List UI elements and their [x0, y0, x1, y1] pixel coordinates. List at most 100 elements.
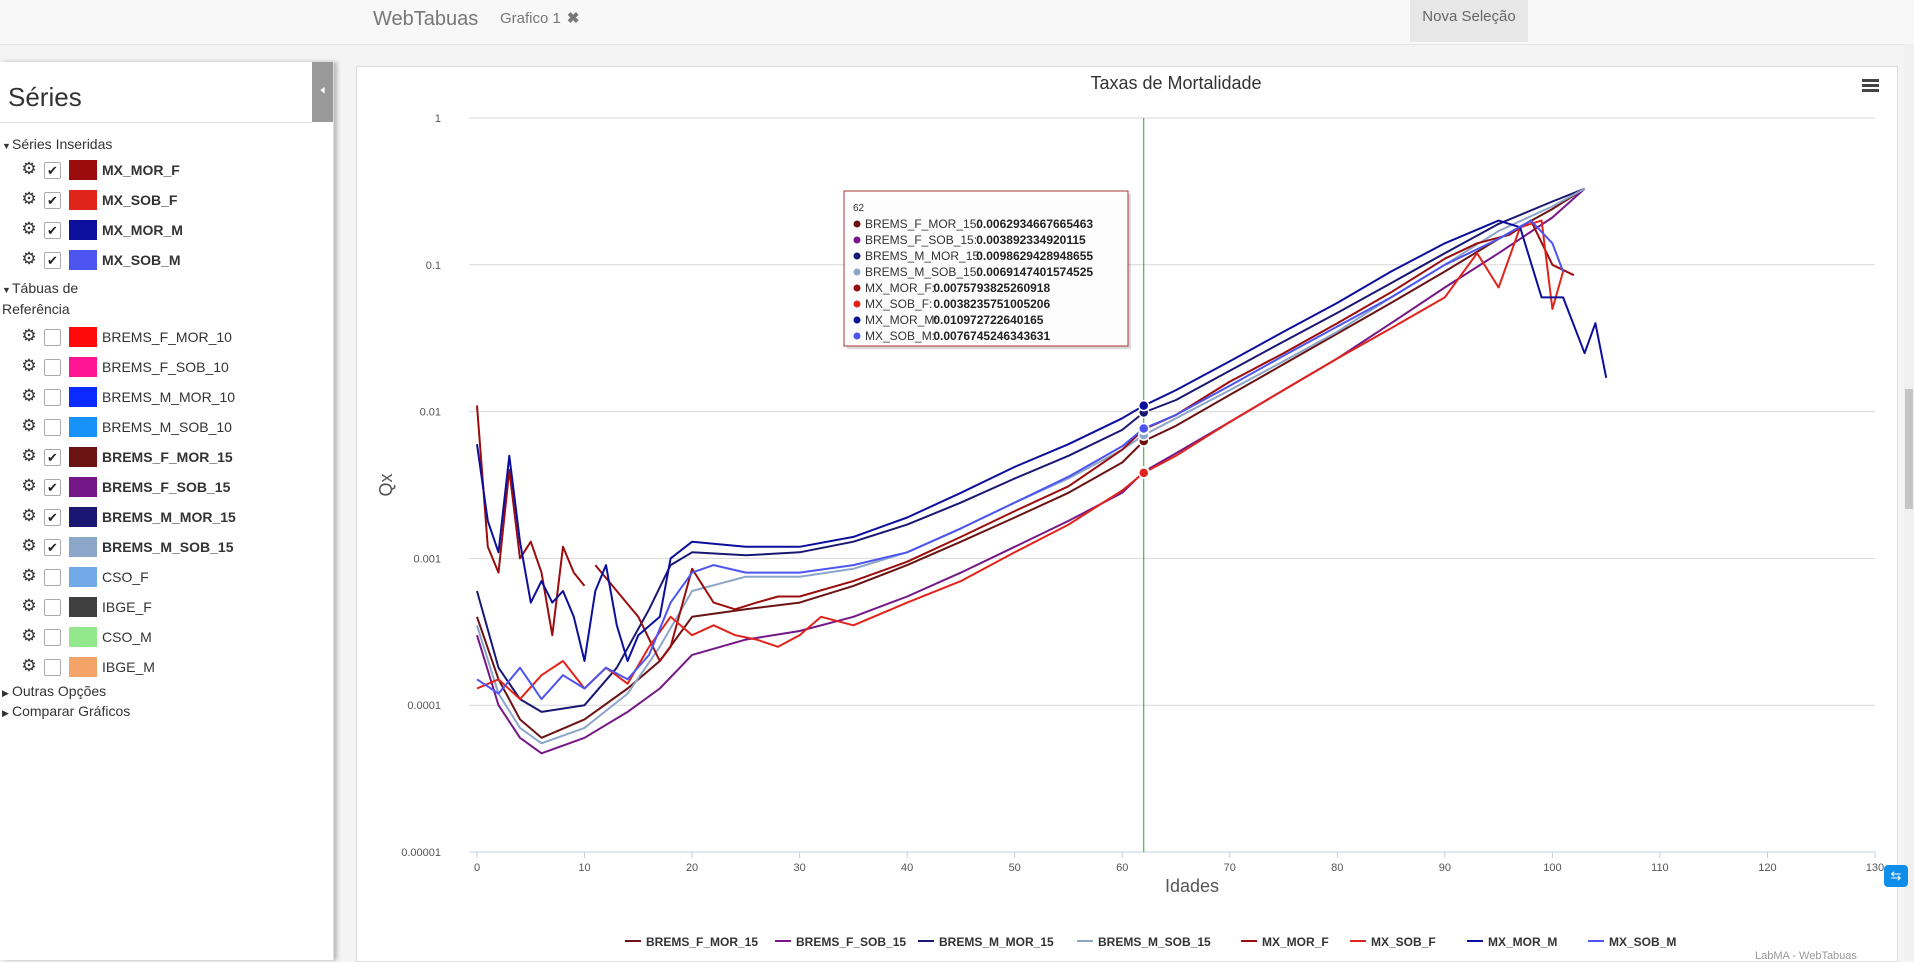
series-checkbox[interactable]: [44, 419, 61, 436]
color-swatch[interactable]: [69, 597, 97, 617]
series-row[interactable]: ⚙ IBGE_M: [20, 656, 310, 680]
collapse-sidebar-button[interactable]: 🢐: [312, 62, 333, 122]
series-checkbox[interactable]: ✔: [44, 449, 61, 466]
scrollbar-thumb[interactable]: [1905, 389, 1913, 509]
legend-item: MX_MOR_M: [1488, 935, 1557, 949]
series-label[interactable]: CSO_M: [102, 629, 152, 645]
color-swatch[interactable]: [69, 250, 97, 270]
series-row[interactable]: ⚙ BREMS_M_SOB_10: [20, 416, 310, 440]
color-swatch[interactable]: [69, 507, 97, 527]
new-selection-button[interactable]: Nova Seleção: [1410, 0, 1528, 42]
series-row[interactable]: ⚙ ✔ MX_MOR_F: [20, 159, 310, 183]
series-label[interactable]: MX_MOR_F: [102, 162, 180, 178]
series-checkbox[interactable]: [44, 329, 61, 346]
series-label[interactable]: MX_MOR_M: [102, 222, 183, 238]
tooltip-series-value: 0.0075793825260918: [933, 281, 1050, 295]
color-swatch[interactable]: [69, 657, 97, 677]
series-row[interactable]: ⚙ ✔ BREMS_M_SOB_15: [20, 536, 310, 560]
color-swatch[interactable]: [69, 537, 97, 557]
series-checkbox[interactable]: ✔: [44, 252, 61, 269]
group-outras-opcoes[interactable]: ▶ Outras Opções: [2, 682, 106, 703]
tooltip-box: [843, 190, 1129, 347]
chart-menu-icon[interactable]: [1862, 77, 1882, 97]
group-tabuas-referencia[interactable]: ▼Tábuas de Referência: [2, 279, 78, 319]
series-checkbox[interactable]: [44, 659, 61, 676]
color-swatch[interactable]: [69, 447, 97, 467]
series-label[interactable]: BREMS_F_SOB_15: [102, 479, 231, 495]
series-label[interactable]: IBGE_F: [102, 599, 152, 615]
series-row[interactable]: ⚙ BREMS_M_MOR_10: [20, 386, 310, 410]
gear-icon[interactable]: ⚙: [21, 326, 37, 345]
series-checkbox[interactable]: [44, 359, 61, 376]
series-label[interactable]: BREMS_F_MOR_15: [102, 449, 233, 465]
series-row[interactable]: ⚙ ✔ BREMS_M_MOR_15: [20, 506, 310, 530]
series-checkbox[interactable]: [44, 389, 61, 406]
series-checkbox[interactable]: ✔: [44, 479, 61, 496]
group-series-inseridas[interactable]: ▼Séries Inseridas: [2, 135, 112, 156]
series-checkbox[interactable]: [44, 629, 61, 646]
group-comparar-graficos[interactable]: ▶ Comparar Gráficos: [2, 702, 130, 723]
gear-icon[interactable]: ⚙: [21, 159, 37, 178]
series-checkbox[interactable]: [44, 599, 61, 616]
series-row[interactable]: ⚙ BREMS_F_MOR_10: [20, 326, 310, 350]
tab-grafico-1[interactable]: Grafico 1 ✖: [500, 9, 579, 27]
remote-support-icon[interactable]: ⇆: [1884, 865, 1908, 887]
tab-label[interactable]: Grafico 1: [500, 10, 561, 27]
gear-icon[interactable]: ⚙: [21, 356, 37, 375]
color-swatch[interactable]: [69, 387, 97, 407]
gear-icon[interactable]: ⚙: [21, 416, 37, 435]
series-row[interactable]: ⚙ ✔ MX_SOB_M: [20, 249, 310, 273]
close-icon[interactable]: ✖: [566, 10, 580, 27]
color-swatch[interactable]: [69, 190, 97, 210]
tooltip-header: 62: [853, 203, 865, 214]
color-swatch[interactable]: [69, 357, 97, 377]
y-tick-label: 0.1: [426, 260, 441, 272]
gear-icon[interactable]: ⚙: [21, 506, 37, 525]
gear-icon[interactable]: ⚙: [21, 656, 37, 675]
series-checkbox[interactable]: ✔: [44, 162, 61, 179]
color-swatch[interactable]: [69, 220, 97, 240]
series-checkbox[interactable]: ✔: [44, 539, 61, 556]
series-label[interactable]: BREMS_F_MOR_10: [102, 329, 232, 345]
tooltip-series-value: 0.003892334920115: [976, 233, 1086, 247]
gear-icon[interactable]: ⚙: [21, 536, 37, 555]
gear-icon[interactable]: ⚙: [21, 596, 37, 615]
series-label[interactable]: BREMS_F_SOB_10: [102, 359, 229, 375]
color-swatch[interactable]: [69, 567, 97, 587]
series-row[interactable]: ⚙ ✔ MX_SOB_F: [20, 189, 310, 213]
gear-icon[interactable]: ⚙: [21, 476, 37, 495]
series-label[interactable]: BREMS_M_MOR_15: [102, 509, 236, 525]
series-row[interactable]: ⚙ CSO_F: [20, 566, 310, 590]
series-row[interactable]: ⚙ ✔ BREMS_F_SOB_15: [20, 476, 310, 500]
series-row[interactable]: ⚙ IBGE_F: [20, 596, 310, 620]
series-checkbox[interactable]: ✔: [44, 222, 61, 239]
series-row[interactable]: ⚙ BREMS_F_SOB_10: [20, 356, 310, 380]
series-label[interactable]: IBGE_M: [102, 659, 155, 675]
gear-icon[interactable]: ⚙: [21, 386, 37, 405]
series-row[interactable]: ⚙ ✔ MX_MOR_M: [20, 219, 310, 243]
gear-icon[interactable]: ⚙: [21, 626, 37, 645]
color-swatch[interactable]: [69, 627, 97, 647]
gear-icon[interactable]: ⚙: [21, 219, 37, 238]
series-label[interactable]: MX_SOB_M: [102, 252, 181, 268]
color-swatch[interactable]: [69, 417, 97, 437]
series-row[interactable]: ⚙ CSO_M: [20, 626, 310, 650]
app-brand[interactable]: WebTabuas: [373, 8, 479, 30]
gear-icon[interactable]: ⚙: [21, 566, 37, 585]
series-row[interactable]: ⚙ ✔ BREMS_F_MOR_15: [20, 446, 310, 470]
series-label[interactable]: BREMS_M_SOB_10: [102, 419, 232, 435]
series-checkbox[interactable]: ✔: [44, 192, 61, 209]
page-scrollbar[interactable]: [1904, 44, 1914, 960]
gear-icon[interactable]: ⚙: [21, 446, 37, 465]
series-label[interactable]: MX_SOB_F: [102, 192, 178, 208]
color-swatch[interactable]: [69, 160, 97, 180]
series-checkbox[interactable]: ✔: [44, 509, 61, 526]
series-label[interactable]: BREMS_M_SOB_15: [102, 539, 234, 555]
series-label[interactable]: CSO_F: [102, 569, 149, 585]
series-label[interactable]: BREMS_M_MOR_10: [102, 389, 236, 405]
color-swatch[interactable]: [69, 327, 97, 347]
color-swatch[interactable]: [69, 477, 97, 497]
gear-icon[interactable]: ⚙: [21, 249, 37, 268]
gear-icon[interactable]: ⚙: [21, 189, 37, 208]
series-checkbox[interactable]: [44, 569, 61, 586]
